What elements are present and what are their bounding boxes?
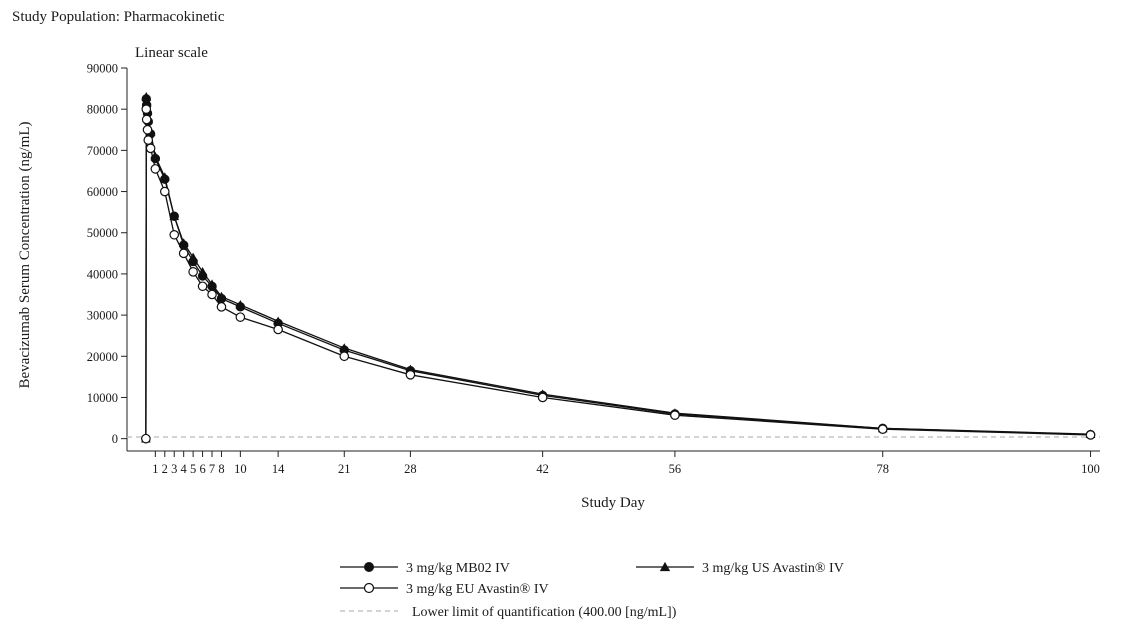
x-tick-label: 78	[876, 462, 889, 476]
x-tick-label: 56	[669, 462, 682, 476]
y-tick-label: 30000	[87, 309, 118, 323]
y-tick-label: 70000	[87, 144, 118, 158]
data-point-marker	[364, 562, 374, 572]
x-tick-label: 21	[338, 462, 351, 476]
y-tick-label: 10000	[87, 391, 118, 405]
legend: 3 mg/kg MB02 IV 3 mg/kg US Avastin® IV 3 m…	[340, 561, 844, 620]
legend-item: 3 mg/kg US Avastin® IV	[636, 561, 844, 576]
series-line	[145, 96, 1091, 439]
data-point-marker	[197, 267, 208, 276]
series-line	[145, 109, 1091, 439]
data-point-marker	[142, 124, 153, 135]
x-tick-label: 1	[152, 462, 158, 476]
data-point-marker	[143, 135, 154, 145]
data-point-marker	[877, 424, 888, 434]
x-tick-label: 6	[199, 462, 205, 476]
data-point-marker	[339, 351, 350, 362]
data-point-marker	[670, 410, 680, 420]
x-tick-label: 2	[162, 462, 168, 476]
data-point-marker	[141, 91, 152, 101]
x-axis-title: Study Day	[581, 495, 645, 511]
data-point-marker	[207, 289, 217, 300]
data-point-marker	[339, 343, 350, 352]
data-point-marker	[159, 186, 170, 197]
data-point-marker	[178, 238, 189, 247]
data-point-marker	[216, 302, 227, 312]
data-point-marker	[150, 164, 161, 174]
y-tick-label: 20000	[87, 350, 118, 364]
data-point-marker	[235, 299, 246, 309]
legend-item: 3 mg/kg EU Avastin® IV	[340, 582, 549, 597]
x-tick-label: 42	[536, 462, 549, 476]
x-tick-label: 3	[171, 462, 177, 476]
y-tick-label: 40000	[87, 267, 118, 281]
data-point-marker	[141, 433, 151, 444]
data-point-marker	[1085, 430, 1096, 440]
x-tick-label: 8	[218, 462, 224, 476]
y-tick-label: 50000	[87, 226, 118, 240]
series-line	[145, 98, 1091, 439]
data-point-marker	[273, 324, 283, 335]
data-point-marker	[235, 312, 246, 322]
data-point-marker	[363, 582, 375, 594]
data-point-marker	[141, 104, 152, 114]
data-point-marker	[169, 211, 180, 221]
data-point-marker	[188, 252, 198, 262]
data-point-marker	[537, 392, 548, 403]
x-tick-label: 28	[404, 462, 417, 476]
data-point-marker	[159, 172, 170, 181]
data-point-marker	[188, 267, 198, 277]
data-point-marker	[141, 114, 152, 125]
data-point-marker	[141, 98, 152, 107]
data-point-marker	[659, 561, 671, 572]
study-population-label: Study Population: Pharmacokinetic	[12, 9, 225, 25]
data-point-marker	[405, 370, 416, 380]
x-tick-label: 100	[1081, 462, 1100, 476]
axes: 0 10000 20000 30000 40000 50000 60000 70000 8000…	[87, 62, 1100, 476]
series-group	[141, 91, 1096, 444]
data-point-marker	[197, 281, 208, 292]
legend-item: Lower limit of quantification (400.00 [n…	[340, 605, 677, 620]
x-tick-label: 14	[272, 462, 285, 476]
legend-label: Lower limit of quantification (400.00 [n…	[412, 605, 677, 620]
data-point-marker	[216, 291, 227, 301]
legend-label: 3 mg/kg EU Avastin® IV	[406, 582, 549, 597]
y-tick-label: 80000	[87, 103, 118, 117]
y-tick-label: 60000	[87, 185, 118, 199]
data-point-marker	[169, 229, 180, 240]
x-tick-label: 10	[234, 462, 247, 476]
data-point-marker	[273, 316, 283, 326]
series-1	[141, 94, 1096, 444]
legend-item: 3 mg/kg MB02 IV	[340, 561, 510, 576]
y-tick-label: 0	[112, 432, 118, 446]
data-point-marker	[207, 279, 217, 289]
series-3	[141, 104, 1096, 444]
y-tick-label: 90000	[87, 62, 118, 76]
data-point-marker	[178, 248, 189, 259]
legend-label: 3 mg/kg US Avastin® IV	[702, 561, 844, 576]
x-tick-label: 7	[209, 462, 215, 476]
series-2	[141, 91, 1096, 443]
x-tick-label: 5	[190, 462, 196, 476]
x-tick-label: 4	[181, 462, 188, 476]
y-axis-title: Bevacizumab Serum Concentration (ng/mL)	[17, 121, 33, 388]
scale-label: Linear scale	[135, 45, 208, 61]
legend-label: 3 mg/kg MB02 IV	[406, 561, 510, 576]
data-point-marker	[145, 143, 156, 154]
